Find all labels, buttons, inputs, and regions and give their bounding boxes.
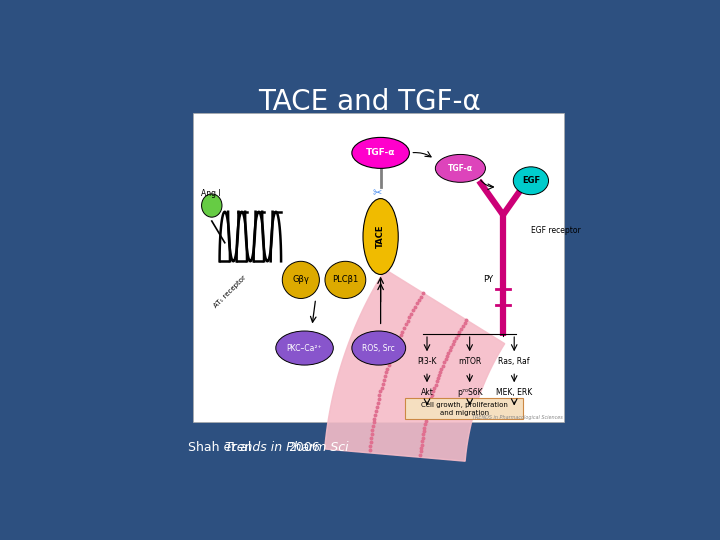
Text: ROS, Src: ROS, Src: [362, 343, 395, 353]
Bar: [193, 113, 564, 422]
Ellipse shape: [363, 199, 398, 274]
Text: EGF receptor: EGF receptor: [531, 226, 580, 235]
Ellipse shape: [352, 137, 410, 168]
Text: Gβγ: Gβγ: [292, 275, 310, 285]
Ellipse shape: [202, 194, 222, 217]
Ellipse shape: [513, 167, 549, 195]
Text: AT₁ receptor: AT₁ receptor: [213, 274, 248, 309]
Text: TACE and TGF-α: TACE and TGF-α: [258, 88, 480, 116]
Ellipse shape: [276, 331, 333, 365]
Text: ✂: ✂: [372, 188, 382, 198]
Text: TRENDS in Pharmacological Sciences: TRENDS in Pharmacological Sciences: [472, 415, 563, 420]
Text: TGF-α: TGF-α: [448, 164, 473, 173]
Ellipse shape: [436, 154, 485, 183]
Text: PLCβ1: PLCβ1: [332, 275, 359, 285]
Text: Shah et al: Shah et al: [188, 441, 255, 454]
Ellipse shape: [352, 331, 405, 365]
Ellipse shape: [325, 261, 366, 299]
Ellipse shape: [282, 261, 320, 299]
Text: PI3-K: PI3-K: [418, 357, 437, 366]
Text: PY: PY: [482, 275, 492, 285]
Text: p⁷⁰S6K: p⁷⁰S6K: [457, 388, 482, 397]
Text: 2006: 2006: [289, 441, 320, 454]
Bar: [405, 397, 523, 419]
Text: Trends in Pharm Sci: Trends in Pharm Sci: [225, 441, 353, 454]
Text: and migration: and migration: [439, 410, 489, 416]
Text: MEK, ERK: MEK, ERK: [496, 388, 532, 397]
Text: Cell growth, proliferation: Cell growth, proliferation: [420, 402, 508, 408]
Text: TGF-α: TGF-α: [366, 148, 395, 157]
Polygon shape: [325, 269, 505, 461]
Text: TACE: TACE: [376, 225, 385, 248]
Text: EGF: EGF: [522, 176, 540, 185]
Text: PKC–Ca²⁺: PKC–Ca²⁺: [287, 343, 323, 353]
Text: Akt: Akt: [420, 388, 433, 397]
Text: Ras, Raf: Ras, Raf: [498, 357, 530, 366]
Text: Ang I: Ang I: [201, 189, 220, 198]
Text: mTOR: mTOR: [458, 357, 481, 366]
